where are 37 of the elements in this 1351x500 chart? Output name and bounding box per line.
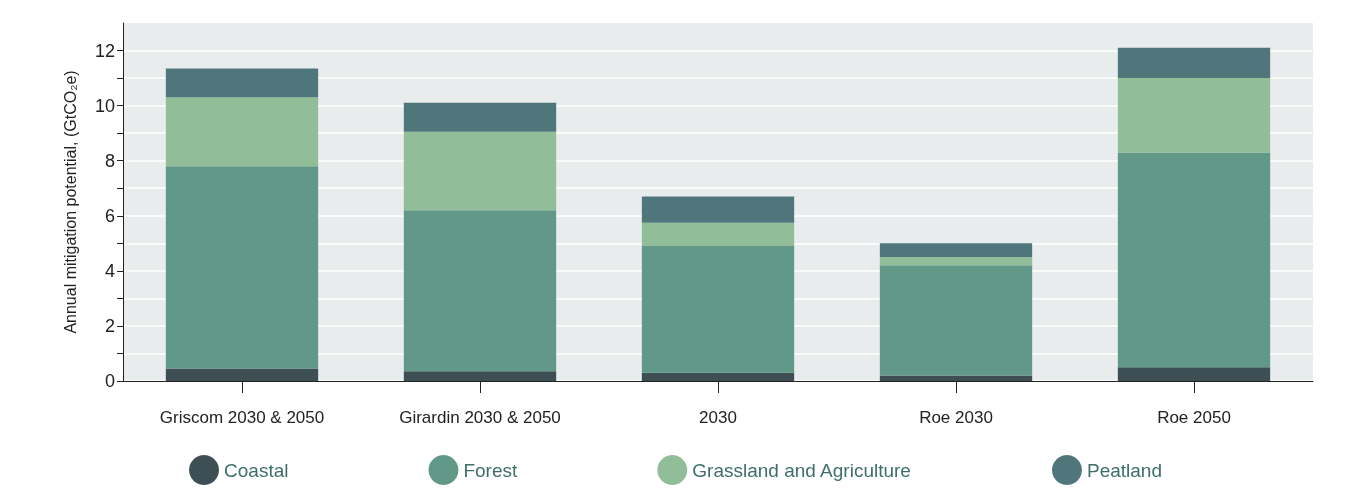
y-tick-label: 12: [94, 40, 115, 61]
y-tick-label: 6: [104, 205, 115, 226]
legend-label: Forest: [463, 459, 519, 481]
bar: [879, 257, 1033, 266]
legend-label: Peatland: [1086, 459, 1162, 481]
bar: [403, 131, 557, 211]
y-tick-label: 0: [104, 371, 115, 391]
x-tick-label: Girardin 2030 & 2050: [399, 408, 561, 427]
x-tick-label: Griscom 2030 & 2050: [159, 408, 325, 427]
bar: [641, 222, 795, 247]
bar: [879, 243, 1033, 258]
bar: [165, 68, 319, 98]
legend-label: Coastal: [224, 459, 289, 481]
bar: [403, 102, 557, 132]
bar: [165, 97, 319, 167]
bar: [403, 371, 557, 381]
bar: [403, 210, 557, 372]
bar: [879, 265, 1033, 376]
bar: [1117, 47, 1271, 79]
bar: [879, 375, 1033, 381]
y-tick-label: 8: [104, 150, 115, 171]
bar: [1117, 78, 1271, 153]
bar: [641, 196, 795, 223]
y-axis-title: Annual mitigation potential, (GtCO₂e): [61, 70, 79, 334]
bar: [641, 372, 795, 381]
x-tick-label: Roe 2050: [1157, 408, 1231, 427]
bar: [165, 166, 319, 369]
bar: [1117, 367, 1271, 381]
bar: [1117, 152, 1271, 368]
y-tick-label: 10: [94, 95, 115, 116]
x-tick-label: Roe 2030: [919, 408, 993, 427]
bar: [641, 246, 795, 373]
y-tick-label: 4: [104, 260, 115, 281]
bar: [165, 368, 319, 381]
y-tick-label: 2: [104, 315, 115, 336]
x-tick-label: 2030: [699, 408, 737, 427]
legend-label: Grassland and Agriculture: [692, 459, 911, 481]
